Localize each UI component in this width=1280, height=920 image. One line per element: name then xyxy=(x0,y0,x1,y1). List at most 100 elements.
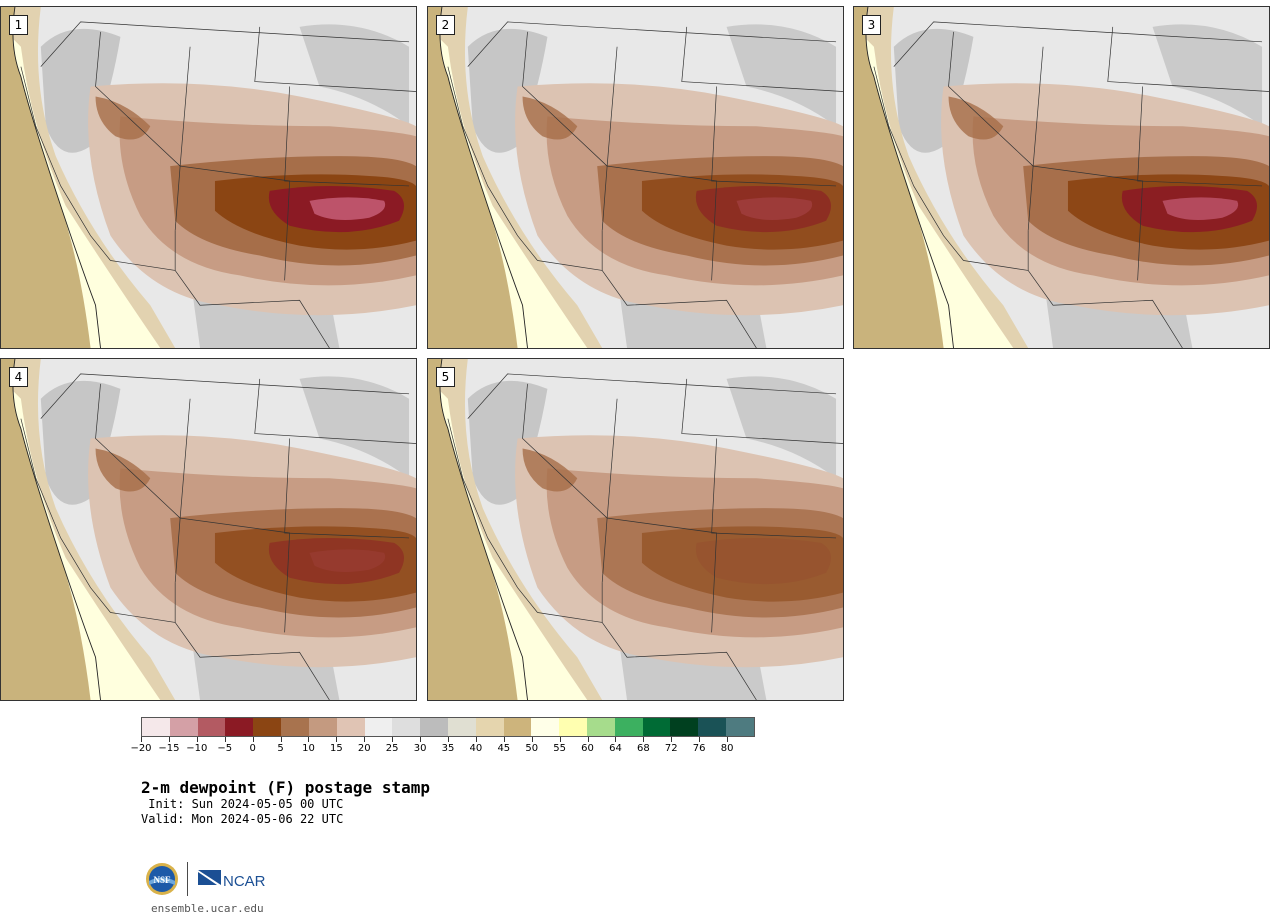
map-panel-1: 1 xyxy=(0,6,417,349)
colorbar-tick xyxy=(671,737,673,742)
colorbar-swatch xyxy=(253,718,282,736)
state-border xyxy=(606,46,717,281)
dry-core-highlight xyxy=(309,549,386,573)
state-border xyxy=(179,398,290,633)
ocean xyxy=(1,7,91,348)
colorbar-swatch xyxy=(420,718,448,736)
colorbar-tick-label: 30 xyxy=(413,743,427,754)
colorbar-tick-label: 25 xyxy=(385,743,399,754)
map-panel-4: 4 xyxy=(0,358,417,701)
gray-region xyxy=(893,28,974,153)
state-border xyxy=(1032,46,1143,281)
colorbar-tick-label: 35 xyxy=(441,743,455,754)
state-border xyxy=(254,378,416,444)
state-border xyxy=(537,612,757,700)
colorbar-tick xyxy=(364,737,366,742)
state-border xyxy=(711,86,837,187)
panel-number-1: 1 xyxy=(9,15,28,35)
colorbar-swatch xyxy=(642,718,671,736)
nsf-logo-text: NSF xyxy=(153,875,171,885)
state-border xyxy=(40,373,410,419)
dry-core xyxy=(695,185,832,233)
dry-pocket xyxy=(522,448,578,492)
gray-region xyxy=(40,380,121,505)
colorbar-tick xyxy=(699,737,701,742)
state-border xyxy=(95,383,181,583)
state-border xyxy=(522,31,608,231)
colorbar-swatch xyxy=(587,718,615,736)
gray-region xyxy=(299,24,410,127)
colorbar-tick xyxy=(224,737,226,742)
dewpoint-map-3 xyxy=(854,7,1269,348)
colorbar-tick xyxy=(587,737,589,742)
colorbar-tick-label: 5 xyxy=(277,743,284,754)
dewpoint-map-5 xyxy=(428,359,843,700)
colorbar-swatch xyxy=(308,718,337,736)
colorbar-tick xyxy=(420,737,422,742)
colorbar-tick-label: 20 xyxy=(357,743,371,754)
state-border xyxy=(873,66,964,261)
dewpoint-map-1 xyxy=(1,7,416,348)
colorbar-tick-label: −15 xyxy=(158,743,180,754)
panel-number-3: 3 xyxy=(862,15,881,35)
colorbar-tick-label: 50 xyxy=(525,743,539,754)
colorbar-tick-label: 72 xyxy=(664,743,678,754)
dry-core-highlight xyxy=(309,197,386,221)
valid-time: Valid: Mon 2024-05-06 22 UTC xyxy=(141,812,344,826)
colorbar-tick-label: 76 xyxy=(692,743,706,754)
gray-region xyxy=(40,28,121,153)
state-border xyxy=(40,21,410,67)
colorbar-tick xyxy=(280,737,282,742)
website-url: ensemble.ucar.edu xyxy=(151,902,264,915)
ocean xyxy=(854,7,944,348)
ocean xyxy=(428,7,518,348)
colorbar-ticks: −20 −15 −10 −5 0 5 10 15 20 25 30 35 40 45 50 55 60 64 68 7… xyxy=(130,737,755,759)
colorbar-tick xyxy=(448,737,449,742)
map-panel-2: 2 xyxy=(427,6,844,349)
colorbar-swatch xyxy=(392,718,421,736)
colorbar-tick xyxy=(336,737,338,742)
dry-pocket xyxy=(95,96,151,140)
map-panel-5: 5 xyxy=(427,358,844,701)
state-border xyxy=(447,66,538,261)
state-border xyxy=(284,86,410,187)
colorbar-tick xyxy=(503,737,505,742)
state-border xyxy=(963,260,1183,348)
logo-divider xyxy=(187,862,188,896)
state-border xyxy=(681,26,843,92)
state-border xyxy=(110,612,330,700)
colorbar-swatch xyxy=(336,718,365,736)
colorbar-swatch xyxy=(447,718,476,736)
state-border xyxy=(681,378,843,444)
map-panel-3: 3 xyxy=(853,6,1270,349)
state-border xyxy=(20,418,111,613)
colorbar-swatch xyxy=(281,718,309,736)
colorbar-swatch xyxy=(503,718,532,736)
dewpoint-map-2 xyxy=(428,7,843,348)
panel-number-4: 4 xyxy=(9,367,28,387)
colorbar-tick xyxy=(531,737,533,742)
ncar-logo-text: NCAR xyxy=(223,873,266,890)
gray-region xyxy=(467,28,548,153)
colorbar-tick xyxy=(727,737,729,742)
colorbar-tick-label: 64 xyxy=(609,743,622,754)
colorbar-tick-label: 68 xyxy=(636,743,650,754)
colorbar-tick-label: 10 xyxy=(302,743,315,754)
coastline xyxy=(12,359,101,700)
gray-region xyxy=(726,24,837,127)
colorbar-tick-label: −5 xyxy=(217,743,233,754)
dewpoint-colorbar xyxy=(141,717,755,737)
colorbar-tick xyxy=(615,737,617,742)
colorbar-swatch xyxy=(726,718,754,736)
gray-region xyxy=(726,376,837,479)
state-border xyxy=(948,31,1034,231)
colorbar-swatch xyxy=(614,718,643,736)
colorbar-tick-label: 45 xyxy=(497,743,511,754)
panel-number-2: 2 xyxy=(436,15,455,35)
colorbar-tick-label: 60 xyxy=(581,743,594,754)
colorbar-tick-label: 80 xyxy=(720,743,734,754)
colorbar-tick-label: 55 xyxy=(553,743,566,754)
gray-region xyxy=(299,376,410,479)
state-border xyxy=(606,398,717,633)
colorbar-tick-label: −20 xyxy=(130,743,152,754)
